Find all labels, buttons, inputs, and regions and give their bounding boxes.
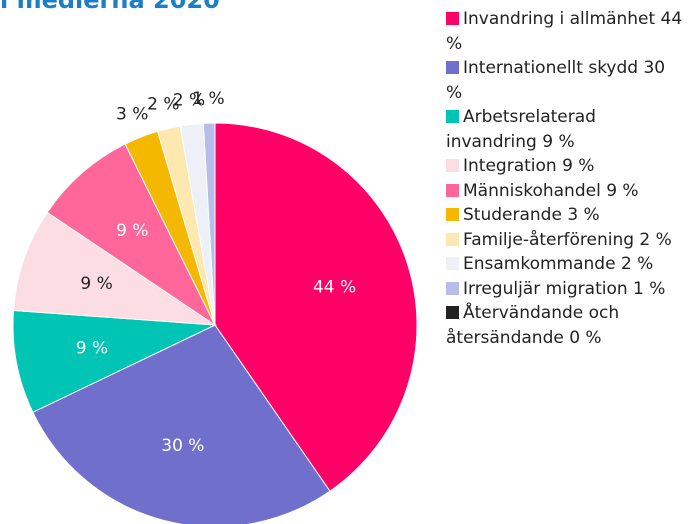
legend-swatch: [446, 159, 459, 172]
pie-slice: [214, 122, 418, 492]
legend-swatch: [446, 208, 459, 221]
data-label: 2 %: [173, 90, 205, 110]
chart-title: i medierna 2020: [0, 0, 220, 14]
data-label: 2 %: [147, 95, 179, 115]
pie-slice: [12, 211, 217, 326]
legend-label: Irreguljär migration 1 %: [463, 278, 666, 299]
legend-item: Återvändande och återsändande 0 %: [446, 301, 686, 350]
legend-label: Studerande 3 %: [463, 205, 600, 225]
chart: 44 %30 %9 %9 %9 %3 %2 %2 %1 %: [12, 89, 418, 524]
legend-label: Återvändande och återsändande 0 %: [446, 303, 620, 348]
legend-item: Integration 9 %: [446, 154, 686, 179]
legend-swatch: [446, 183, 459, 197]
legend-swatch: [446, 257, 459, 270]
legend-item: Arbetsrelaterad invandring 9 %: [446, 105, 686, 154]
legend-label: Arbetsrelaterad invandring 9 %: [446, 107, 596, 152]
data-label: 9 %: [80, 274, 112, 294]
legend-item: Studerande 3 %: [446, 203, 686, 228]
legend-item: Irreguljär migration 1 %: [446, 277, 686, 302]
legend-swatch: [446, 232, 459, 246]
legend-label: Internationellt skydd 30 %: [446, 58, 666, 103]
legend-item: Internationellt skydd 30 %: [446, 56, 686, 105]
pie-slice: [46, 143, 217, 327]
legend-item: Familje-återförening 2 %: [446, 228, 686, 253]
legend-swatch: [446, 281, 459, 295]
legend: Invandring i allmänhet 44 % Internationel…: [446, 7, 686, 350]
legend-swatch: [446, 110, 459, 123]
legend-label: Ensamkommande 2 %: [463, 254, 654, 274]
legend-item: Invandring i allmänhet 44 %: [446, 7, 686, 56]
data-label: 1 %: [192, 89, 224, 109]
data-label: 9 %: [76, 338, 108, 358]
data-label: 30 %: [161, 436, 204, 456]
data-label: 3 %: [116, 104, 148, 124]
legend-swatch: [446, 61, 459, 74]
pie-slice: [202, 122, 216, 326]
legend-swatch: [446, 12, 459, 25]
legend-swatch: [446, 306, 459, 319]
legend-label: Familje-återförening 2 %: [463, 229, 672, 250]
pie-slice: [12, 309, 217, 413]
legend-item: Människohandel 9 %: [446, 179, 686, 204]
legend-label: Integration 9 %: [463, 156, 595, 176]
data-label: 44 %: [313, 278, 356, 298]
legend-label: Invandring i allmänhet 44 %: [446, 9, 683, 54]
data-label: 9 %: [116, 221, 148, 241]
legend-label: Människohandel 9 %: [463, 180, 639, 201]
pie-slice: [32, 324, 331, 524]
legend-item: Ensamkommande 2 %: [446, 252, 686, 277]
